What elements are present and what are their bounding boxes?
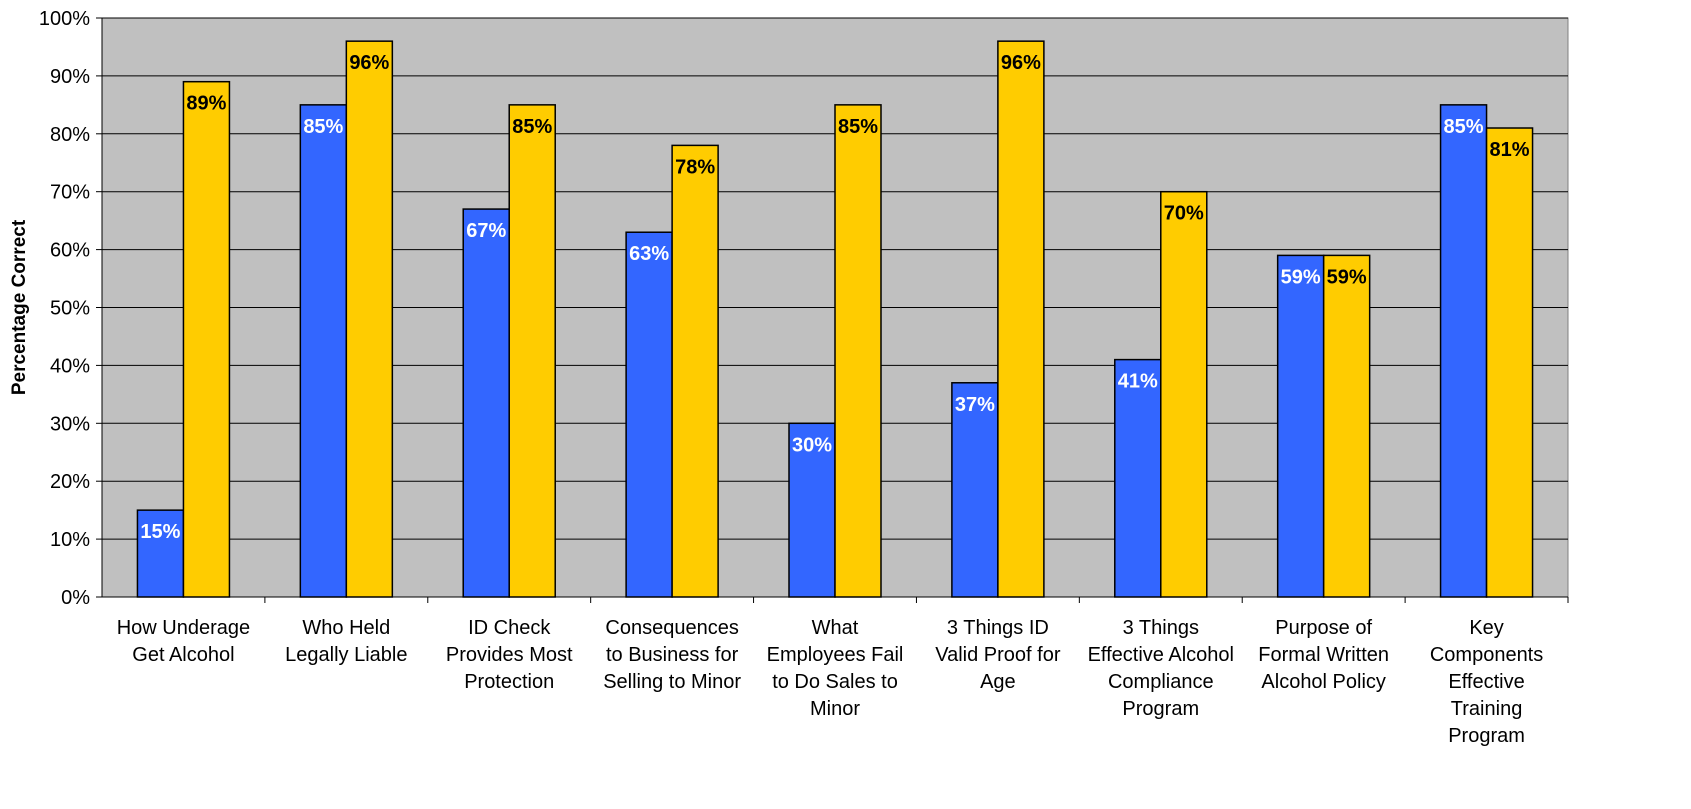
x-category-label: 3 Things Effective Alcohol Compliance Progr…: [1088, 617, 1234, 720]
y-tick-label: 70%: [50, 182, 90, 204]
x-category-label-line: ID Check: [468, 617, 551, 639]
data-label: 59%: [1281, 266, 1321, 288]
data-label: 63%: [629, 243, 669, 265]
y-tick-label: 40%: [50, 355, 90, 377]
x-category-label-line: Get Alcohol: [132, 644, 234, 666]
x-category-label-line: Employees Fail: [767, 644, 904, 666]
x-category-label-line: What: [812, 617, 859, 639]
x-category-label-line: to Do Sales to: [772, 671, 898, 693]
bar-series-1-cat-4: [625, 231, 673, 598]
x-category-label-line: Legally Liable: [285, 644, 407, 666]
x-category-label-line: Formal Written: [1258, 644, 1389, 666]
x-category-label: What Employees Fail to Do Sales to Minor: [767, 617, 904, 720]
data-label: 85%: [512, 116, 552, 138]
bar-series-2-cat-9: [1485, 127, 1534, 598]
y-tick-label: 80%: [50, 124, 90, 146]
bar-series-2-cat-2: [345, 40, 394, 598]
bar-series-2-cat-4: [671, 144, 719, 598]
x-category-label-line: Compliance: [1108, 671, 1214, 693]
y-axis-title: Percentage Correct: [9, 219, 30, 395]
x-category-label: Consequences to Business for Selling to Mi…: [603, 617, 741, 693]
x-category-label-line: Program: [1122, 698, 1199, 720]
y-tick-label: 50%: [50, 298, 90, 320]
y-tick-label: 30%: [50, 413, 90, 435]
bar-series-2-cat-6: [997, 40, 1045, 598]
bar-series-1-cat-8: [1276, 254, 1325, 598]
y-tick-label: 60%: [50, 240, 90, 262]
axes: 0% 10% 20% 30% 40% 50% 60% 70% 80% 90% 100% How Und…: [39, 8, 1569, 747]
data-label: 96%: [349, 52, 389, 74]
x-category-label: 3 Things ID Valid Proof for Age: [935, 617, 1061, 693]
data-label: 85%: [838, 116, 878, 138]
data-label: 15%: [140, 521, 180, 543]
bar-series-2-cat-1: [182, 80, 231, 598]
data-label: 85%: [1444, 116, 1484, 138]
data-label: 30%: [792, 434, 832, 456]
x-category-label-line: Consequences: [605, 617, 738, 639]
x-category-label-line: Components: [1430, 644, 1543, 666]
bar-series-1-cat-5: [788, 422, 836, 598]
x-category-label-line: Key: [1469, 617, 1503, 639]
data-labels: 15% 89% 85% 96% 67% 85% 63% 78% 30% 85% 37% 96% 41% 7…: [140, 52, 1529, 543]
data-label: 70%: [1164, 203, 1204, 225]
data-label: 59%: [1327, 266, 1367, 288]
x-category-label-line: 3 Things ID: [947, 617, 1049, 639]
bar-series-1-cat-6: [951, 382, 999, 598]
x-category-label: How Underage Get Alcohol: [117, 617, 250, 666]
x-category-label-line: Alcohol Policy: [1261, 671, 1386, 693]
x-category-label-line: to Business for: [606, 644, 739, 666]
bar-series-2-cat-8: [1322, 254, 1371, 598]
data-label: 96%: [1001, 52, 1041, 74]
x-category-label-line: Program: [1448, 725, 1525, 747]
y-tick-label: 20%: [50, 471, 90, 493]
y-tick-label: 10%: [50, 529, 90, 551]
data-label: 85%: [303, 116, 343, 138]
data-label: 78%: [675, 156, 715, 178]
x-category-label-line: Protection: [464, 671, 554, 693]
bar-series-2-cat-3: [508, 104, 556, 598]
x-category-label-line: How Underage: [117, 617, 250, 639]
x-category-label-line: Effective: [1448, 671, 1524, 693]
x-category-label: Key Components Effective Training Program: [1430, 617, 1543, 747]
bar-series-2-cat-7: [1160, 190, 1208, 598]
bar-series-1-cat-9: [1439, 104, 1488, 598]
data-label: 41%: [1118, 371, 1158, 393]
bar-series-1-cat-1: [136, 509, 185, 598]
y-tick-label: 100%: [39, 8, 90, 30]
x-category-label-line: Age: [980, 671, 1016, 693]
y-tick-label: 0%: [61, 587, 90, 609]
x-category-label: ID Check Provides Most Protection: [446, 617, 573, 693]
x-category-label-line: Training: [1451, 698, 1523, 720]
x-category-label-line: Provides Most: [446, 644, 573, 666]
x-category-label-line: Purpose of: [1275, 617, 1372, 639]
x-category-label-line: Minor: [810, 698, 860, 720]
x-category-label-line: Who Held: [302, 617, 390, 639]
bars: [136, 40, 1534, 598]
y-tick-label: 90%: [50, 66, 90, 88]
x-category-label: Who Held Legally Liable: [285, 617, 407, 666]
x-category-label-line: Valid Proof for: [935, 644, 1061, 666]
bar-series-1-cat-2: [299, 104, 348, 598]
data-label: 37%: [955, 394, 995, 416]
data-label: 81%: [1490, 139, 1530, 161]
bar-series-1-cat-3: [462, 208, 510, 598]
x-category-label-line: Selling to Minor: [603, 671, 741, 693]
x-category-label-line: 3 Things: [1123, 617, 1199, 639]
bar-series-1-cat-7: [1114, 358, 1162, 598]
x-category-label: Purpose of Formal Written Alcohol Policy: [1258, 617, 1389, 693]
data-label: 67%: [466, 220, 506, 242]
bar-series-2-cat-5: [834, 104, 882, 598]
data-label: 89%: [186, 93, 226, 115]
x-category-label-line: Effective Alcohol: [1088, 644, 1234, 666]
